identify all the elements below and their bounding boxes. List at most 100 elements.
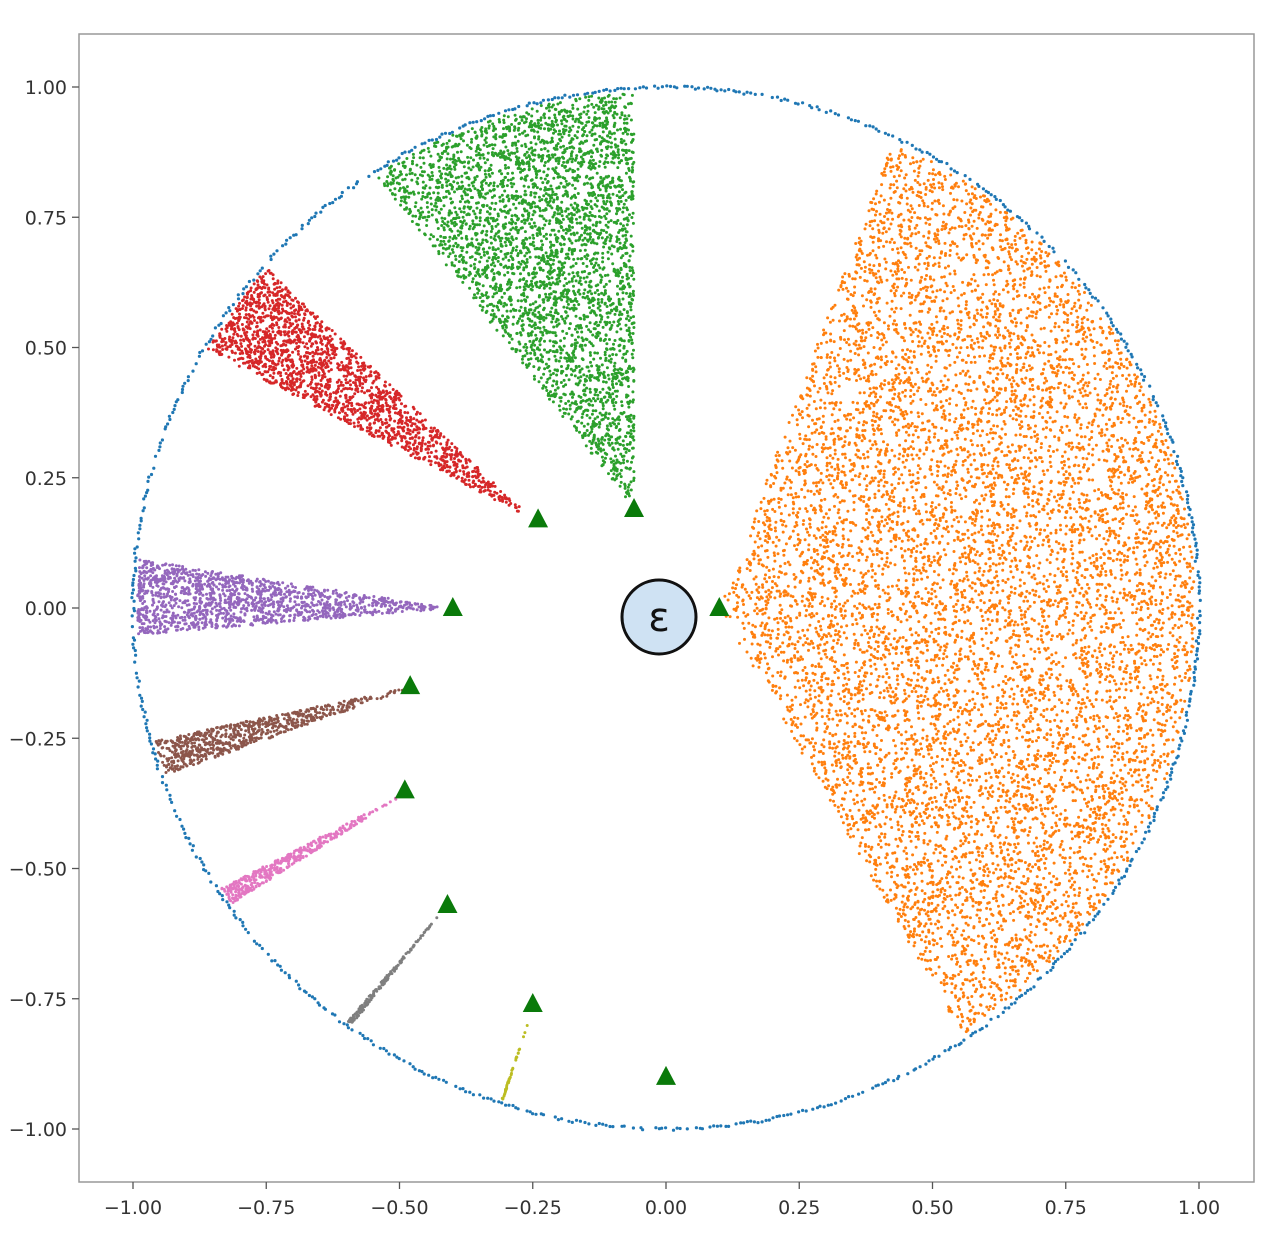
sector-point [1028,934,1032,938]
sector-point [903,719,907,723]
sector-point [957,817,961,821]
sector-point [946,916,950,920]
boundary-point [160,438,164,442]
sector-point [1019,409,1023,413]
boundary-point [420,142,424,146]
sector-point [1003,608,1007,612]
sector-point [1064,751,1068,754]
boundary-point [1187,704,1191,708]
boundary-point [307,218,311,222]
boundary-point [168,417,172,422]
sector-point [921,566,925,570]
sector-point [843,609,847,613]
sector-point [861,358,865,362]
boundary-point [1146,825,1151,829]
sector-point [919,495,923,499]
sector-point [1127,373,1131,377]
sector-point [802,519,806,523]
sector-point [1075,581,1079,585]
sector-point [877,484,881,488]
boundary-point [786,1113,790,1117]
sector-point [929,531,933,535]
sector-point [1064,477,1068,480]
boundary-point [1196,635,1200,640]
boundary-point [207,340,211,344]
sector-point [1016,473,1020,477]
sector-point [951,857,955,861]
sector-point [895,857,899,861]
sector-point [796,725,799,729]
sector-point [889,561,892,565]
sector-point [1147,510,1151,514]
boundary-point [131,642,135,646]
boundary-point [220,894,224,898]
boundary-point [1168,435,1172,439]
sector-point [805,376,809,380]
sector-point [882,170,886,174]
sector-point [1046,807,1050,811]
boundary-point [541,98,546,102]
sector-point [808,389,812,392]
sector-point [816,552,820,556]
sector-point [927,389,930,393]
boundary-point [178,817,182,822]
sector-point [953,803,957,807]
sector-point [1075,605,1079,609]
sector-point [880,432,883,436]
boundary-point [183,831,187,836]
sector-point [1156,675,1159,679]
sector-point [936,228,940,232]
sector-point [913,265,917,269]
sector-point [781,530,785,534]
sector-point [940,925,943,929]
sector-point [1008,334,1012,338]
boundary-point [471,1093,475,1097]
sector-point [1116,492,1120,496]
sector-point [881,675,885,679]
boundary-point [1117,882,1121,886]
sector-point [1013,817,1017,821]
sector-point [818,386,822,390]
sector-point [989,775,993,779]
sector-point [1072,888,1076,891]
sector-point [797,408,801,412]
sector-point [1147,532,1151,536]
sector-point [1177,626,1181,630]
boundary-point [287,976,292,980]
sector-point [1031,499,1034,503]
sector-point [998,781,1002,785]
boundary-point [556,96,561,100]
sector-point [1016,835,1020,839]
sector-point [981,292,985,296]
sector-point [1043,528,1047,532]
boundary-point [142,715,146,719]
sector-point [1178,547,1182,551]
sector-point [1171,626,1175,630]
boundary-point [851,1094,855,1098]
sector-point [969,868,973,872]
sector-point [1078,856,1082,860]
sector-point [1024,414,1028,418]
sector-point [776,627,780,631]
sector-point [1035,582,1039,586]
sector-point [735,583,738,587]
sector-point [1038,581,1042,585]
sector-point [955,433,959,437]
sector-point [1083,758,1087,762]
sector-point [949,799,953,803]
boundary-point [252,278,256,282]
boundary-point [486,114,490,118]
boundary-point [1191,523,1196,527]
boundary-point [319,210,323,214]
sector-point [1097,817,1101,820]
sector-point [1086,875,1090,879]
sector-point [883,591,887,595]
boundary-point [693,87,698,91]
boundary-point [817,108,821,112]
sector-point [921,728,925,732]
sector-point [888,186,892,190]
sector-point [1102,561,1106,565]
sector-point [1121,491,1125,495]
sector-point [864,330,868,334]
sector-point [1011,820,1015,824]
